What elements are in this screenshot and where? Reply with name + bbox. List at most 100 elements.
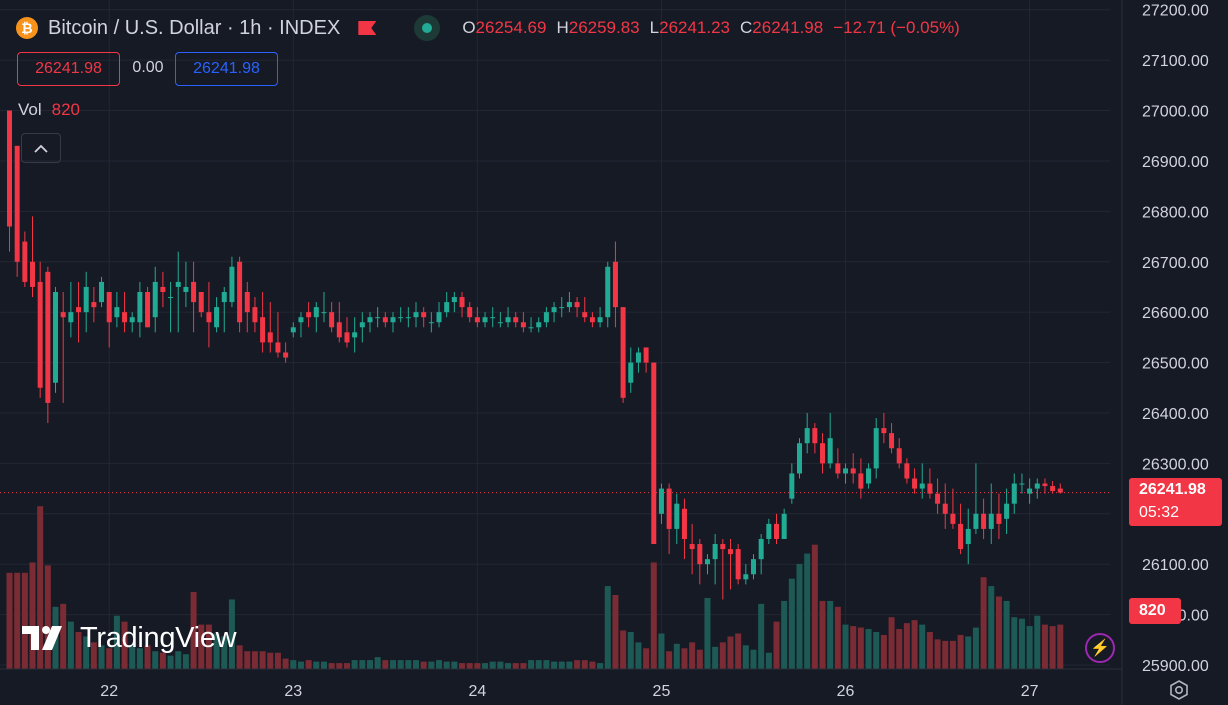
volume-bar	[520, 663, 527, 669]
volume-bar	[205, 624, 212, 669]
spread-value: 0.00	[132, 59, 164, 76]
volume-bar	[1049, 626, 1056, 669]
candle-body	[444, 302, 450, 313]
volume-bar	[366, 660, 373, 669]
candle-body	[421, 312, 427, 318]
candle-body	[889, 433, 895, 449]
candle-body	[198, 292, 204, 313]
volume-bar	[620, 630, 627, 669]
volume-bar	[382, 660, 389, 669]
candle-body	[99, 281, 105, 303]
volume-bar	[627, 632, 634, 669]
candle-body	[559, 307, 565, 309]
volume-bar	[650, 562, 657, 669]
volume-bar	[666, 651, 673, 669]
candle-body	[30, 261, 36, 287]
candle-body	[313, 307, 319, 318]
candle-body	[175, 281, 181, 287]
candle-body	[520, 322, 526, 328]
gear-icon[interactable]	[1168, 679, 1190, 701]
volume-bar	[428, 661, 435, 669]
candle-body	[106, 292, 112, 323]
volume-bar	[988, 586, 995, 669]
volume-bar	[689, 642, 696, 669]
candle-body	[14, 145, 20, 262]
y-tick-label: 26800.00	[1142, 204, 1209, 221]
volume-bar	[1041, 624, 1048, 669]
sell-button[interactable]: 26241.98	[17, 52, 120, 86]
candle-body	[206, 312, 212, 323]
candle-body	[727, 549, 733, 555]
volume-bar	[129, 645, 136, 669]
candle-body	[635, 352, 641, 363]
volume-bar	[796, 563, 803, 669]
flag-icon[interactable]	[358, 21, 377, 35]
bitcoin-icon: ₿	[16, 17, 38, 39]
candle-body	[781, 513, 787, 539]
volume-bar	[113, 615, 120, 669]
open-label: O	[462, 18, 476, 37]
candle-body	[797, 443, 803, 474]
candle-body	[298, 317, 304, 323]
x-tick-label: 22	[100, 683, 118, 700]
low-label: L	[649, 18, 660, 37]
volume-legend[interactable]: Vol 820	[18, 100, 80, 120]
volume-bar	[528, 660, 535, 669]
volume-bar	[1057, 624, 1064, 669]
volume-bar	[712, 646, 719, 669]
candle-body	[405, 317, 411, 319]
candle-body	[398, 317, 404, 319]
candle-body	[666, 488, 672, 529]
volume-bar	[719, 642, 726, 669]
x-tick-label: 23	[284, 683, 302, 700]
candle-body	[1011, 483, 1017, 504]
candle-body	[620, 307, 626, 398]
candle-body	[60, 312, 66, 318]
y-tick-label: 25900.00	[1142, 658, 1209, 675]
volume-bar	[566, 661, 573, 669]
volume-bar	[834, 606, 841, 669]
x-tick-label: 24	[468, 683, 486, 700]
volume-bar	[282, 658, 289, 669]
volume-bar	[704, 597, 711, 669]
candle-body	[643, 347, 649, 363]
candle-body	[651, 362, 657, 545]
x-tick-label: 25	[653, 683, 671, 700]
candle-body	[114, 307, 120, 318]
candle-body	[474, 317, 480, 323]
volume-bar	[758, 603, 765, 669]
candle-body	[774, 523, 779, 539]
tradingview-logo[interactable]: TradingView	[22, 620, 237, 656]
volume-bar	[865, 629, 872, 669]
candle-body	[68, 312, 74, 323]
chevron-up-icon[interactable]	[21, 133, 61, 163]
candle-body	[750, 559, 756, 575]
candle-body	[574, 302, 580, 308]
candle-body	[850, 468, 856, 474]
volume-bar	[965, 636, 972, 669]
buy-button[interactable]: 26241.98	[175, 52, 278, 86]
candle-body	[835, 463, 841, 474]
volume-bar	[328, 663, 335, 669]
candle-body	[1004, 503, 1010, 519]
volume-bar	[957, 634, 964, 669]
volume-bar	[1026, 626, 1033, 669]
symbol-title[interactable]: Bitcoin / U.S. Dollar · 1h · INDEX	[48, 16, 341, 39]
candle-body	[359, 322, 365, 328]
volume-bar	[259, 651, 266, 669]
lightning-icon[interactable]: ⚡	[1085, 633, 1115, 663]
candle-body	[467, 307, 473, 318]
volume-bar	[14, 572, 21, 669]
candle-body	[988, 513, 994, 529]
candle-body	[743, 574, 749, 580]
market-open-icon[interactable]	[414, 15, 441, 41]
candle-body	[658, 488, 664, 514]
candle-body	[436, 312, 442, 323]
candle-body	[551, 307, 557, 313]
volume-legend-value: 820	[51, 100, 81, 119]
volume-bar	[505, 663, 512, 669]
candle-body	[935, 493, 941, 504]
volume-bar	[390, 660, 396, 669]
candle-body	[735, 549, 741, 580]
